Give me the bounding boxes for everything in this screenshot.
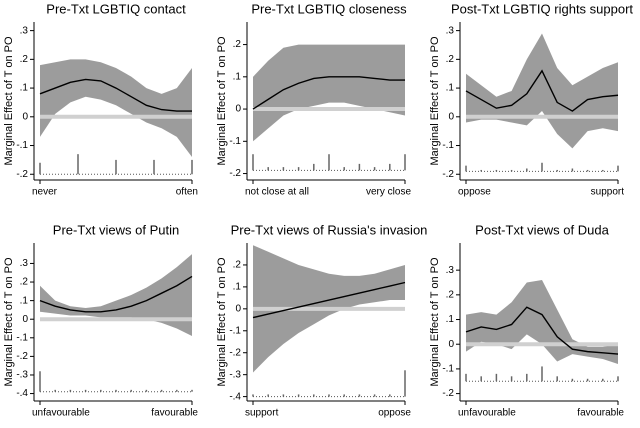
panel: Post-Txt LGBTIQ rights support Marginal E… [429,1,634,197]
y-tick-label: -.2 [442,388,454,399]
y-tick-label: 0 [22,111,28,122]
y-tick-label: .3 [20,25,29,36]
y-tick-label: -.3 [16,370,28,381]
confidence-band [40,254,192,336]
y-tick-label: -.2 [16,351,28,362]
y-tick-label: .2 [446,54,455,65]
y-tick-label: 0 [235,303,241,314]
y-tick-label: -.2 [229,168,241,179]
y-tick-label: -.1 [16,332,28,343]
y-tick-label: 0 [448,111,454,122]
y-tick-label: .1 [446,314,455,325]
estimate-line [465,306,619,355]
panel-title: Post-Txt LGBTIQ rights support [451,1,633,16]
y-tick-label: 0 [448,339,454,350]
y-tick-label: .2 [20,277,29,288]
x-tick-label: support [591,187,625,198]
y-axis-label: Marginal Effect of T on PO [429,36,441,165]
y-tick-label: .1 [20,295,29,306]
y-tick-label: -.3 [229,369,241,380]
y-tick-label: -.2 [229,347,241,358]
panel-title: Pre-Txt LGBTIQ closeness [251,1,407,16]
y-axis-label: Marginal Effect of T on PO [216,257,228,386]
y-tick-label: -.4 [229,391,241,402]
estimate-line [39,78,192,112]
y-tick-label: .2 [20,54,29,65]
y-axis-label: Marginal Effect of T on PO [429,257,441,386]
y-tick-label: 0 [22,314,28,325]
estimate-line [252,281,406,319]
y-tick-label: 0 [235,104,241,115]
panel-title: Pre-Txt LGBTIQ contact [46,1,186,16]
x-tick-label: oppose [378,408,411,419]
confidence-band [466,33,618,149]
y-tick-label: -.1 [16,140,28,151]
y-tick-label: .1 [233,282,242,293]
confidence-band [40,59,192,158]
y-tick-label: -.1 [229,325,241,336]
estimate-line [465,69,619,112]
x-tick-label: often [176,187,198,198]
y-tick-label: -.1 [442,140,454,151]
y-axis-label: Marginal Effect of T on PO [3,257,15,386]
y-tick-label: .3 [20,258,29,269]
x-tick-label: support [245,408,279,419]
panel: Pre-Txt LGBTIQ contact Marginal Effect of… [3,1,198,197]
y-tick-label: .1 [20,83,29,94]
panel: Pre-Txt views of Putin Marginal Effect of… [3,222,199,418]
y-tick-label: -.2 [16,169,28,180]
x-tick-label: favourable [577,408,624,419]
panel: Pre-Txt LGBTIQ closeness Marginal Effect … [216,1,412,197]
x-tick-label: favourable [151,408,198,419]
confidence-band [253,44,405,142]
confidence-band [466,280,618,364]
y-tick-label: .3 [446,265,455,276]
y-tick-label: -.2 [442,169,454,180]
y-tick-label: -.4 [16,388,28,399]
panel: Pre-Txt views of Russia's invasion Margin… [216,222,428,418]
x-tick-label: unfavourable [32,408,90,419]
y-tick-label: .2 [446,289,455,300]
estimate-line [252,76,405,110]
y-tick-label: .1 [233,71,242,82]
y-tick-label: .3 [446,25,455,36]
y-tick-label: .1 [446,83,455,94]
y-tick-label: -.1 [442,364,454,375]
y-axis-label: Marginal Effect of T on PO [3,36,15,165]
panel-title: Post-Txt views of Duda [475,222,609,237]
estimate-line [39,275,193,313]
y-axis-label: Marginal Effect of T on PO [216,36,228,165]
panel: Post-Txt views of Duda Marginal Effect of… [429,222,625,418]
panel-title: Pre-Txt views of Russia's invasion [231,222,428,237]
y-tick-label: .2 [233,260,242,271]
y-tick-label: .2 [233,39,242,50]
y-tick-label: -.1 [229,136,241,147]
x-tick-label: oppose [458,187,491,198]
x-tick-label: not close at all [245,187,309,198]
x-tick-label: never [32,187,58,198]
x-tick-label: very close [366,187,411,198]
x-tick-label: unfavourable [458,408,516,419]
panel-title: Pre-Txt views of Putin [53,222,179,237]
